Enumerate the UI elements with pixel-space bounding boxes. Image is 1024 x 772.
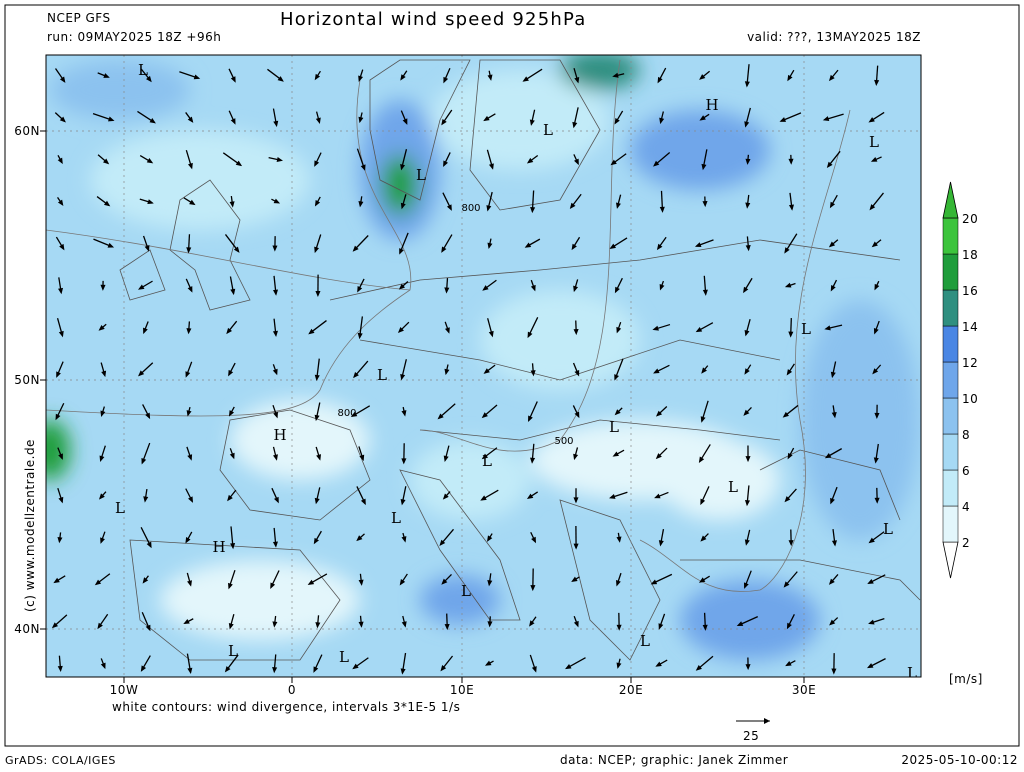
model: NCEP GFS <box>47 11 111 25</box>
colorbar-label: 8 <box>962 428 970 442</box>
pressure-center: L <box>728 478 738 496</box>
pressure-center: L <box>461 582 471 600</box>
pressure-center: L <box>543 121 553 139</box>
colorbar-segment <box>943 254 958 290</box>
lon-label: 30E <box>792 683 816 697</box>
vector-scale-arrowhead <box>764 718 770 724</box>
lat-label: 40N <box>14 622 40 636</box>
lon-label: 10W <box>110 683 139 697</box>
colorbar-segment <box>943 362 958 398</box>
colorbar-under <box>943 542 958 578</box>
lon-label: 20E <box>619 683 643 697</box>
lat-label: 50N <box>14 373 40 387</box>
pressure-center: L <box>377 366 387 384</box>
contour-label: 800 <box>461 203 480 214</box>
timestamp: 2025-05-10-00:12 <box>901 753 1018 767</box>
pressure-center: H <box>212 538 225 556</box>
colorbar-label: 4 <box>962 500 970 514</box>
pressure-center: L <box>228 642 238 660</box>
software: GrADS: COLA/IGES <box>5 754 116 767</box>
colorbar-label: 16 <box>962 284 978 298</box>
lon-label: 10E <box>450 683 474 697</box>
footnote: white contours: wind divergence, interva… <box>112 700 460 714</box>
colorbar-segment <box>943 506 958 542</box>
lat-label: 60N <box>14 124 40 138</box>
contour-label: 500 <box>554 436 573 447</box>
map: L L H L L L L H L L L L L H L L L L L L 800 800 500 <box>30 50 921 682</box>
contour-label: 800 <box>337 408 356 419</box>
pressure-center: L <box>339 648 349 666</box>
vector-scale: 25 <box>743 729 759 743</box>
colorbar-segment <box>943 290 958 326</box>
watermark: (c) www.modellzentrale.de <box>23 439 37 612</box>
colorbar-label: 18 <box>962 248 978 262</box>
colorbar-segment <box>943 434 958 470</box>
pressure-center: L <box>869 133 879 151</box>
colorbar-label: 12 <box>962 356 978 370</box>
valid: valid: ???, 13MAY2025 18Z <box>747 30 921 44</box>
pressure-center: H <box>273 426 286 444</box>
lon-label: 0 <box>288 683 296 697</box>
colorbar-segment <box>943 398 958 434</box>
pressure-center: H <box>705 96 718 114</box>
pressure-center: L <box>907 664 917 682</box>
pressure-center: L <box>482 452 492 470</box>
colorbar-label: 6 <box>962 464 970 478</box>
colorbar-label: 10 <box>962 392 978 406</box>
pressure-center: L <box>391 509 401 527</box>
colorbar-segment <box>943 218 958 254</box>
pressure-center: L <box>883 520 893 538</box>
colorbar-label: 20 <box>962 212 978 226</box>
title: Horizontal wind speed 925hPa <box>280 9 586 30</box>
credits: data: NCEP; graphic: Janek Zimmer <box>560 753 788 767</box>
pressure-center: L <box>138 61 148 79</box>
colorbar-over <box>943 182 958 218</box>
pressure-center: L <box>609 418 619 436</box>
colorbar: 2 4 6 8 10 12 14 16 18 20 <box>943 182 978 578</box>
colorbar-segment <box>943 470 958 506</box>
colorbar-label: 14 <box>962 320 978 334</box>
run: run: 09MAY2025 18Z +96h <box>47 30 221 44</box>
colorbar-segment <box>943 326 958 362</box>
colorbar-label: 2 <box>962 536 970 550</box>
pressure-center: L <box>416 166 426 184</box>
colorbar-unit: [m/s] <box>949 672 983 686</box>
pressure-center: L <box>115 499 125 517</box>
pressure-center: L <box>801 320 811 338</box>
pressure-center: L <box>640 632 650 650</box>
